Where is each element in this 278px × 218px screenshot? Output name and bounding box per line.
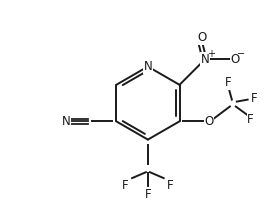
Text: O: O <box>230 53 239 66</box>
Text: O: O <box>205 115 214 128</box>
Text: F: F <box>167 179 174 192</box>
Text: F: F <box>145 188 151 201</box>
Text: N: N <box>143 60 152 73</box>
Text: −: − <box>237 49 245 59</box>
Text: F: F <box>247 113 254 126</box>
Text: F: F <box>251 92 258 105</box>
Text: F: F <box>225 76 231 89</box>
Text: F: F <box>122 179 128 192</box>
Text: N: N <box>201 53 210 66</box>
Text: O: O <box>198 31 207 44</box>
Text: +: + <box>207 49 215 59</box>
Text: N: N <box>61 115 70 128</box>
